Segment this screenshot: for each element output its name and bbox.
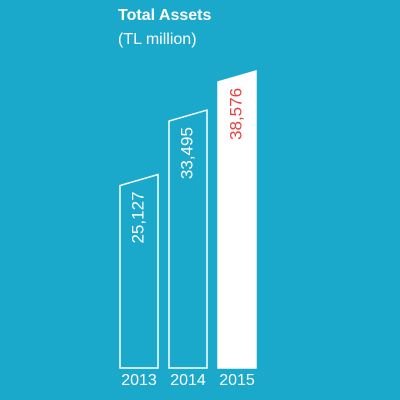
value-label: 25,127 [128, 192, 147, 244]
chart-subtitle: (TL million) [118, 31, 197, 48]
value-label: 33,495 [177, 127, 196, 179]
x-tick-label: 2014 [170, 372, 206, 389]
bar [168, 109, 208, 369]
bar [119, 173, 159, 369]
value-label: 38,576 [226, 88, 245, 140]
x-tick-label: 2013 [121, 372, 157, 389]
chart-title: Total Assets [118, 7, 211, 24]
x-tick-label: 2015 [219, 372, 255, 389]
bar [217, 69, 257, 369]
